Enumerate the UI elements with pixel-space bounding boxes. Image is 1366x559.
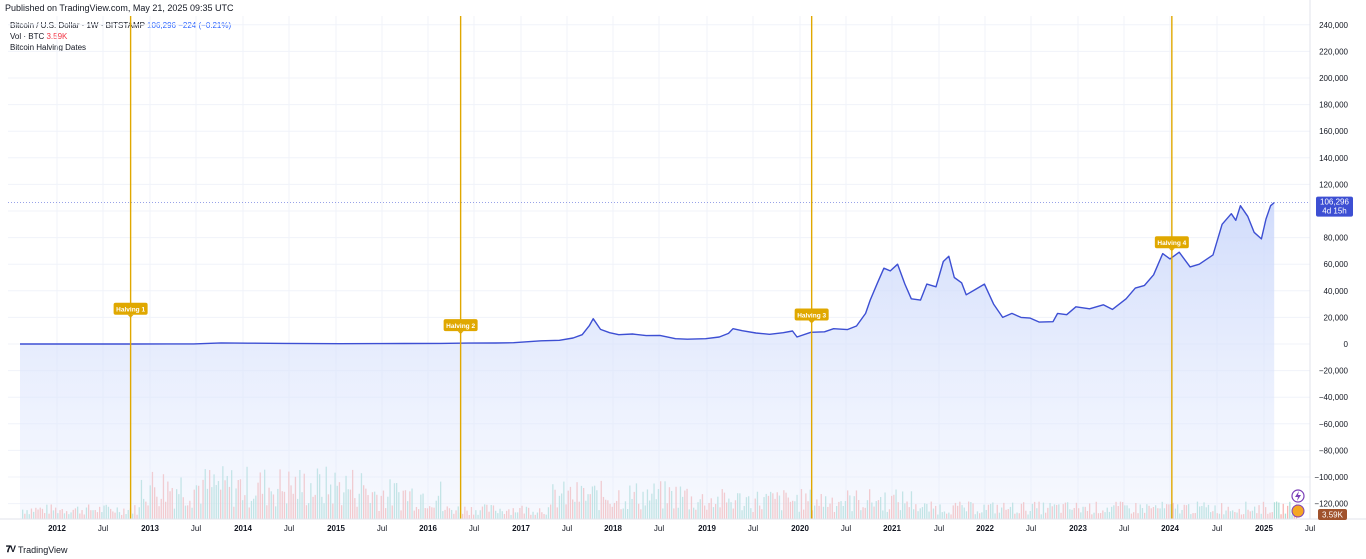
y-tick-label: −20,000 — [1319, 367, 1349, 376]
volume-bar — [1273, 502, 1276, 519]
y-tick-label: 120,000 — [1319, 180, 1348, 189]
x-tick-label: 2023 — [1069, 524, 1087, 533]
halving-label: Halving 4 — [1157, 240, 1186, 247]
x-tick-label: 2013 — [141, 524, 159, 533]
x-tick-label: Jul — [98, 524, 108, 533]
y-tick-label: −120,000 — [1314, 500, 1348, 509]
volume-bar — [1278, 502, 1280, 519]
symbol-label: Bitcoin / U.S. Dollar · 1W · BITSTAMP — [10, 21, 145, 30]
halving-label-box — [1154, 236, 1189, 249]
last-price-value: 106,296 — [147, 21, 176, 30]
x-tick-label: Jul — [469, 524, 479, 533]
x-tick-label: 2019 — [698, 524, 716, 533]
x-tick-label: 2021 — [883, 524, 901, 533]
x-tick-label: 2024 — [1161, 524, 1179, 533]
x-tick-label: 2020 — [791, 524, 809, 533]
y-tick-label: 60,000 — [1324, 260, 1349, 269]
y-tick-label: 0 — [1344, 340, 1349, 349]
symbol-row[interactable]: Bitcoin / U.S. Dollar · 1W · BITSTAMP 10… — [10, 20, 231, 31]
x-tick-label: 2012 — [48, 524, 66, 533]
volume-bar — [1287, 505, 1289, 519]
price-axis[interactable]: 240,000 220,000 200,000 180,000 160,000 140,0… — [1309, 0, 1349, 519]
y-tick-label: 140,000 — [1319, 154, 1348, 163]
y-tick-label: 160,000 — [1319, 127, 1348, 136]
halving-label-pointer — [1168, 248, 1175, 252]
y-tick-label: 240,000 — [1319, 21, 1348, 30]
y-tick-label: 20,000 — [1324, 313, 1349, 322]
x-tick-label: Jul — [654, 524, 664, 533]
y-tick-label: 220,000 — [1319, 47, 1348, 56]
volume-bar — [1280, 514, 1282, 519]
volume-bar — [1276, 501, 1278, 519]
x-tick-label: Jul — [1119, 524, 1129, 533]
brand-label: TradingView — [18, 544, 68, 555]
y-tick-label: 180,000 — [1319, 101, 1348, 110]
indicator-label: Bitcoin Halving Dates — [10, 43, 87, 52]
x-tick-label: 2025 — [1255, 524, 1273, 533]
price-area — [8, 202, 1310, 519]
halving-label: Halving 2 — [446, 323, 475, 330]
halving-label-box — [794, 308, 829, 321]
volume-bar — [1284, 513, 1287, 519]
x-tick-label: Jul — [841, 524, 851, 533]
halving-label-box — [113, 302, 148, 315]
y-tick-label: −40,000 — [1319, 393, 1349, 402]
time-axis[interactable]: 2012 Jul 2013 Jul 2014 Jul 2015 Jul 2016 Jul 2017 J… — [0, 518, 1366, 533]
last-price-tag — [1316, 196, 1353, 217]
volume-bar — [1291, 514, 1293, 519]
x-tick-label: Jul — [748, 524, 758, 533]
price-area-fill — [20, 202, 1275, 519]
volume-tag-value: 3.59K — [1322, 511, 1344, 520]
x-tick-label: 2017 — [512, 524, 530, 533]
x-tick-label: Jul — [934, 524, 944, 533]
halving-label-pointer — [457, 331, 464, 335]
y-tick-label: 40,000 — [1324, 287, 1349, 296]
x-tick-label: 2015 — [327, 524, 345, 533]
halving-label-pointer — [127, 314, 134, 318]
y-tick-label: 80,000 — [1324, 234, 1349, 243]
x-tick-label: 2016 — [419, 524, 437, 533]
last-price-tag-countdown: 4d 15h — [1322, 207, 1346, 216]
x-tick-label: 2014 — [234, 524, 252, 533]
published-caption: Published on TradingView.com, May 21, 20… — [5, 3, 234, 13]
x-tick-label: Jul — [1026, 524, 1036, 533]
y-tick-label: 200,000 — [1319, 74, 1348, 83]
price-line — [20, 202, 1275, 345]
indicator-row[interactable]: Bitcoin Halving Dates — [10, 42, 231, 53]
footer-brand[interactable]: 𝟕V TradingView — [6, 544, 68, 555]
halving-markers: Halving 1 Halving 2 Halving 3 Halving 4 — [113, 16, 1189, 519]
halving-label-box — [443, 319, 478, 332]
halving-label: Halving 1 — [116, 307, 145, 314]
volume-bar — [1289, 501, 1291, 519]
x-tick-label: 2022 — [976, 524, 994, 533]
halving-label: Halving 3 — [797, 313, 826, 320]
volume-label: Vol · BTC — [10, 32, 45, 41]
x-tick-label: Jul — [562, 524, 572, 533]
x-tick-label: Jul — [191, 524, 201, 533]
lightning-glyph-icon — [1295, 491, 1301, 501]
x-tick-label: Jul — [377, 524, 387, 533]
y-tick-label: −60,000 — [1319, 420, 1349, 429]
halving-label-pointer — [808, 320, 815, 324]
y-tick-label: −80,000 — [1319, 446, 1349, 455]
price-change-value: −224 (−0.21%) — [178, 21, 232, 30]
tradingview-logo-icon: 𝟕V — [6, 544, 16, 554]
x-tick-label: Jul — [1212, 524, 1222, 533]
x-tick-label: 2018 — [604, 524, 622, 533]
last-price-tag-value: 106,296 — [1320, 198, 1349, 207]
flag-icon — [1291, 504, 1305, 518]
volume-tag — [1318, 509, 1347, 520]
x-tick-label: Jul — [1305, 524, 1315, 533]
volume-bar — [1282, 503, 1284, 519]
y-tick-label: −100,000 — [1314, 473, 1348, 482]
x-tick-label: Jul — [284, 524, 294, 533]
